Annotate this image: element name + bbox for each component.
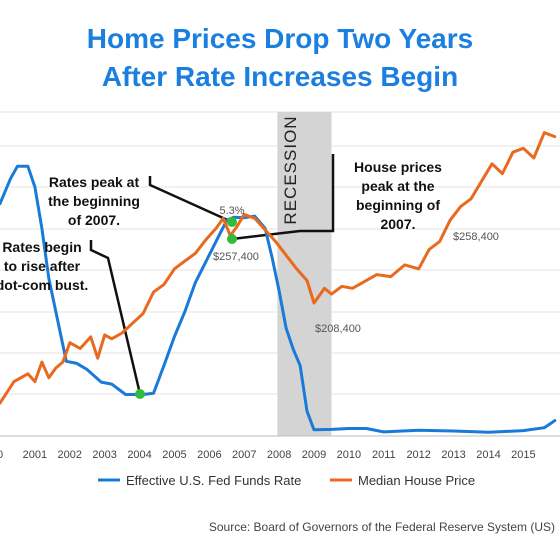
series-lines: [0, 131, 557, 434]
series-line-fed-funds-rate: [0, 164, 557, 434]
annotation-points: [135, 217, 237, 399]
value-label-price-low: $208,400: [315, 323, 361, 335]
recession-label: RECESSION: [281, 115, 300, 224]
x-tick-label: 2013: [441, 449, 465, 461]
x-tick-label: 2008: [267, 449, 291, 461]
value-label-price-peak: $257,400: [213, 251, 259, 263]
x-tick-label: 2003: [92, 449, 116, 461]
x-tick-label: 2007: [232, 449, 256, 461]
x-tick-label: 2001: [23, 449, 47, 461]
chart-title-line-1: Home Prices Drop Two Years: [86, 23, 474, 54]
point-price-peak: [227, 234, 237, 244]
x-tick-label: 2006: [197, 449, 221, 461]
source-text: Source: Board of Governors of the Federa…: [209, 520, 555, 534]
x-tick-label: 2005: [162, 449, 186, 461]
annotation-house-peak: House prices peak at the beginning of 2007.: [354, 159, 442, 232]
x-tick-label: 2010: [337, 449, 361, 461]
point-rate-peak: [227, 217, 237, 227]
x-tick-label: 2009: [302, 449, 326, 461]
x-tick-label: 2011: [372, 449, 396, 461]
point-rates-begin: [135, 389, 145, 399]
source-note: Source: Board of Governors of the Federa…: [209, 520, 555, 534]
annotation-labels: Rates peak at the beginning of 2007. House …: [0, 159, 499, 335]
recession-shading: [277, 112, 332, 436]
chart-title-line-2: After Rate Increases Begin: [101, 61, 459, 92]
leader-rates-begin: [89, 240, 142, 395]
x-tick-label: 2004: [127, 449, 151, 461]
series-line-median-house-price: [0, 131, 557, 405]
x-tick-label: 0: [0, 449, 3, 461]
x-axis: 0 2001 2002 2003 2004 2005 2006 2007 2008 2009 201…: [0, 435, 560, 461]
value-label-rate-peak: 5.3%: [219, 205, 244, 217]
annotation-rates-begin: Rates begin to rise after dot-com bust.: [0, 239, 88, 293]
x-tick-label: 2014: [476, 449, 500, 461]
value-label-price-2013: $258,400: [453, 231, 499, 243]
recession-band: RECESSION: [277, 112, 332, 436]
legend-label: Median House Price: [358, 473, 475, 488]
leader-rates-peak: [148, 176, 233, 224]
annotation-rates-peak: Rates peak at the beginning of 2007.: [48, 174, 140, 228]
x-tick-label: 2012: [406, 449, 430, 461]
x-tick-label: 2015: [511, 449, 535, 461]
legend: Effective U.S. Fed Funds Rate Median Hous…: [98, 473, 475, 488]
x-tick-label: 2002: [58, 449, 82, 461]
legend-label: Effective U.S. Fed Funds Rate: [126, 473, 301, 488]
